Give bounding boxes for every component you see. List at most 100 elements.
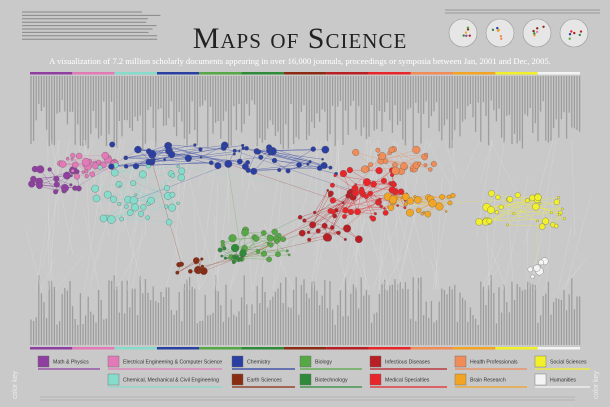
node xyxy=(382,158,389,164)
edge xyxy=(488,197,539,222)
node xyxy=(223,256,227,260)
key-label: Earth Sciences xyxy=(247,377,282,383)
link-line xyxy=(383,255,403,291)
node xyxy=(30,175,37,183)
link-line xyxy=(528,237,542,291)
node xyxy=(475,218,483,226)
edge xyxy=(111,207,136,220)
node xyxy=(232,152,236,156)
node xyxy=(553,223,559,229)
node xyxy=(255,248,261,254)
node xyxy=(167,142,172,147)
edge xyxy=(256,148,314,152)
link-line xyxy=(483,232,507,291)
node xyxy=(132,163,140,170)
link-line xyxy=(25,230,42,291)
node xyxy=(343,237,347,241)
node xyxy=(176,262,182,268)
edge xyxy=(169,144,240,152)
link-line xyxy=(379,213,383,291)
node xyxy=(363,194,369,199)
key-label: Health Professionals xyxy=(470,359,518,365)
node xyxy=(75,152,83,160)
edge xyxy=(178,166,328,191)
node xyxy=(36,182,43,190)
color-bar xyxy=(199,72,242,75)
node xyxy=(321,222,328,229)
color-bar xyxy=(326,347,369,350)
edge xyxy=(350,183,391,213)
node xyxy=(70,157,74,161)
link-line xyxy=(434,266,440,291)
globe xyxy=(448,18,478,48)
link-line xyxy=(89,237,101,291)
node xyxy=(178,167,186,175)
link-line xyxy=(565,193,592,291)
node xyxy=(123,155,128,161)
link-line xyxy=(51,139,73,255)
color-bar xyxy=(283,72,327,75)
edge xyxy=(74,149,139,189)
node xyxy=(530,274,535,279)
color-bar xyxy=(30,72,73,75)
node xyxy=(184,154,192,162)
node xyxy=(266,256,272,263)
edge xyxy=(304,191,352,221)
edge xyxy=(77,167,113,177)
globe-dot xyxy=(532,29,535,33)
link-line xyxy=(51,139,60,180)
color-bar xyxy=(114,347,157,350)
node xyxy=(214,162,222,170)
node xyxy=(375,147,381,153)
globe-dot xyxy=(578,33,582,37)
node xyxy=(193,143,197,147)
link-line xyxy=(118,199,144,291)
color-bar xyxy=(199,347,242,350)
node xyxy=(336,230,341,235)
globe-dot xyxy=(579,30,583,33)
node xyxy=(228,234,237,243)
node xyxy=(92,194,101,203)
globe-dot xyxy=(464,31,468,34)
node xyxy=(352,189,359,197)
color-bar xyxy=(537,347,580,350)
node xyxy=(330,209,336,215)
color-bar xyxy=(156,347,200,350)
globe-dot xyxy=(535,30,539,34)
node xyxy=(36,165,45,174)
edge xyxy=(125,145,225,159)
node xyxy=(557,213,561,216)
node xyxy=(533,264,541,272)
node xyxy=(239,249,247,257)
edge xyxy=(312,193,331,225)
node xyxy=(220,144,227,151)
edge xyxy=(364,167,406,170)
node xyxy=(241,228,249,237)
edge xyxy=(277,200,334,255)
node xyxy=(200,257,204,261)
network xyxy=(28,141,566,279)
node xyxy=(368,162,373,168)
edge xyxy=(326,194,354,238)
node xyxy=(101,151,109,160)
node xyxy=(557,196,561,199)
key-label: Brain Research xyxy=(470,377,506,383)
edge xyxy=(126,159,165,167)
globe-dot xyxy=(533,34,536,37)
edge xyxy=(501,200,528,208)
color-key-label: color key xyxy=(12,370,19,399)
node xyxy=(119,216,124,222)
link-line xyxy=(158,139,164,175)
node xyxy=(271,228,278,236)
node xyxy=(107,155,111,158)
node xyxy=(370,180,377,188)
node xyxy=(498,204,504,210)
key-label: Infectious Diseases xyxy=(385,359,430,365)
node xyxy=(81,158,91,167)
edge xyxy=(111,175,173,220)
node xyxy=(315,228,321,234)
decoration xyxy=(22,9,600,401)
key-swatch xyxy=(534,355,547,368)
link-line xyxy=(145,139,149,238)
